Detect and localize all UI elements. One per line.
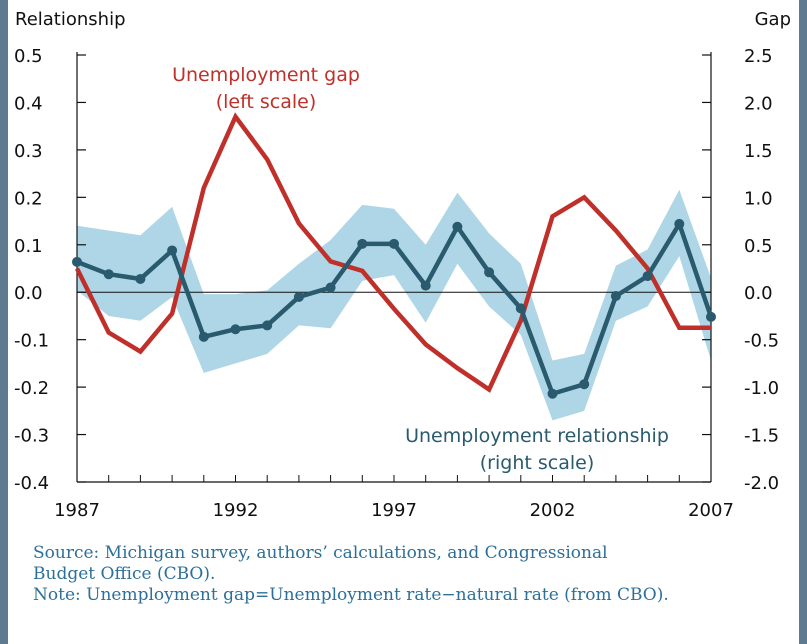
relationship-point [706,311,716,322]
left-tick-label: 0.1 [14,236,43,257]
relationship-point [452,221,463,232]
axes-layer [76,52,712,483]
right-tick-label: -1.0 [744,378,779,399]
confidence-band-layer [77,189,711,421]
x-tick-label: 2007 [688,500,734,521]
chart: Relationship Gap 0.5 0.4 0.3 0.2 0.1 0.0 -0.1 -… [14,9,791,521]
relationship-point [262,320,273,331]
left-tick-label: 0.4 [14,93,43,114]
relationship-annotation-line2: (right scale) [480,452,594,474]
relationship-point [72,256,82,267]
left-tick-label: -0.3 [14,426,49,447]
relationship-point [230,324,241,335]
right-tick-label: 2.0 [744,93,773,114]
x-tick-label: 1992 [213,500,259,521]
right-tick-label: -0.5 [744,331,779,352]
gap-annotation-line1: Unemployment gap [172,64,360,86]
figure-notes: Source: Michigan survey, authors’ calcul… [33,543,793,606]
figure-panel: Relationship Gap 0.5 0.4 0.3 0.2 0.1 0.0 -0.1 -… [8,0,799,644]
relationship-point [674,218,685,229]
x-tick-label: 2002 [530,500,576,521]
relationship-point [357,238,368,249]
relationship-point [642,271,653,282]
relationship-annotation-line1: Unemployment relationship [405,425,669,447]
relationship-point [420,280,431,291]
right-tick-label: 2.5 [744,46,773,67]
relationship-point [167,245,178,256]
right-tick-label: 0.0 [744,283,773,304]
relationship-point [610,291,621,302]
unemployment-gap-line [74,112,711,393]
source-line-2: Budget Office (CBO). [33,564,216,584]
relationship-point [547,388,558,399]
left-tick-label: -0.4 [14,473,49,494]
note-line: Note: Unemployment gap=Unemployment rate… [33,585,669,605]
relationship-point [484,267,495,278]
right-axis-label: Gap [755,9,791,30]
relationship-point [293,291,304,302]
right-tick-label: 0.5 [744,236,773,257]
right-tick-label: 1.0 [744,188,773,209]
relationship-point [579,379,590,390]
left-axis-label: Relationship [15,9,126,30]
relationship-point [325,282,336,293]
relationship-point [389,238,399,249]
relationship-confidence-band [77,189,711,421]
tick-label-layer: 0.5 0.4 0.3 0.2 0.1 0.0 -0.1 -0.2 -0.3 -0.4 2.5 2.0… [14,46,779,521]
relationship-point [135,273,146,284]
right-tick-label: 1.5 [744,141,773,162]
left-tick-label: -0.1 [14,331,49,352]
x-tick-label: 1997 [371,500,417,521]
relationship-point [103,269,114,280]
right-tick-label: -1.5 [744,426,779,447]
relationship-point [198,331,209,342]
left-tick-label: 0.3 [14,141,43,162]
relationship-point [515,303,526,314]
x-tick-label: 1987 [54,500,100,521]
right-tick-label: -2.0 [744,473,779,494]
gap-annotation-line2: (left scale) [216,91,317,113]
left-tick-label: 0.2 [14,188,43,209]
series-layer [72,112,716,399]
source-line-1: Source: Michigan survey, authors’ calcul… [33,543,608,563]
left-tick-label: 0.0 [14,283,43,304]
left-tick-label: 0.5 [14,46,43,67]
left-tick-label: -0.2 [14,378,49,399]
